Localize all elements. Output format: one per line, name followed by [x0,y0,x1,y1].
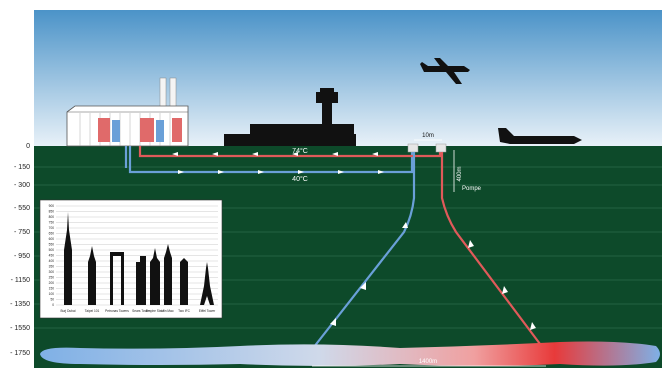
inset-y-tick: 50 [50,298,54,302]
inset-y-tick: 100 [49,292,55,296]
depth-tick-1150: - 1150 [11,277,30,284]
skyscraper-silhouettes [64,212,214,305]
inset-building-name: Jin Mao [162,309,173,313]
building-jin-mao [164,244,172,305]
inset-building-name: Empire State [146,309,165,313]
inset-building-name: Taipei 101 [85,309,100,313]
inset-y-tick: 550 [49,243,55,247]
hot-line-temperature: 74°C [292,147,308,155]
inset-building-name: Eiffel Tower [199,309,216,313]
inset-y-tick: 900 [49,204,55,208]
depth-tick-1750: - 1750 [10,350,30,357]
depth-axis: 0 - 150 - 300 - 550 - 750 - 950 - 1150 -… [10,143,30,357]
pump-label: Pompe [462,186,482,192]
depth-tick-300: - 300 [14,182,30,189]
production-well [440,152,547,353]
inset-y-tick: 0 [52,303,54,307]
inset-building-name: Two IFC [178,309,191,313]
inset-y-tick: 500 [49,248,55,252]
injection-well [309,152,416,353]
inset-y-tick: 700 [49,226,55,230]
inset-y-tick: 600 [49,237,55,241]
well-spacing-label: 10m [422,133,434,139]
airplane-on-ground [498,128,582,144]
inset-y-tick: 300 [49,270,55,274]
depth-tick-1550: - 1550 [10,325,30,332]
inset-y-tick: 850 [49,210,55,214]
inset-building-name: Burj Dubai [61,309,76,313]
depth-tick-750: - 750 [14,229,30,236]
inset-y-tick: 400 [49,259,55,263]
well-flow-arrows [330,222,536,330]
inset-y-tick: 800 [49,215,55,219]
pump-depth-label: 400m [457,166,463,181]
reservoir-distance-label: 1400m [419,359,437,365]
flow-arrows [172,152,384,174]
building-sears-tower [136,256,146,305]
building-eiffel-tower [200,262,214,305]
geothermal-plant [66,77,189,147]
airplane-in-flight [420,58,470,84]
inset-y-tick: 150 [49,287,55,291]
inset-y-tick: 200 [49,281,55,285]
depth-tick-950: - 950 [14,253,30,260]
inset-y-tick: 750 [49,221,55,225]
inset-building-name: Petronas Towers [105,309,129,313]
building-empire-state [150,248,160,305]
inset-y-tick: 650 [49,232,55,236]
building-petronas [110,252,124,305]
cold-line-temperature: 40°C [292,175,308,183]
inset-y-tick: 350 [49,265,55,269]
building-two-ifc [180,258,188,305]
depth-tick-0: 0 [26,143,30,150]
building-taipei-101 [88,246,96,305]
depth-tick-1350: - 1350 [10,301,30,308]
surface-pipes [124,146,442,174]
reservoir-layer [40,341,660,366]
inset-building-name: Sears Tower [132,309,151,313]
depth-tick-150: - 150 [14,164,30,171]
airport-terminal [224,88,356,146]
inset-y-tick: 250 [49,276,55,280]
depth-tick-550: - 550 [14,205,30,212]
building-burj-dubai [64,212,72,305]
inset-y-tick: 450 [49,254,55,258]
